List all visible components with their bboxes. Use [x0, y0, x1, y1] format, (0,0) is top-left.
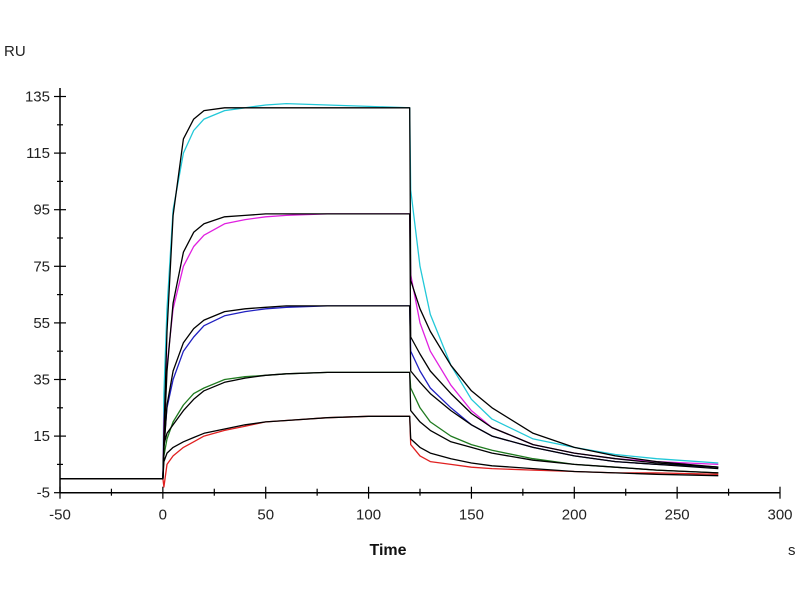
data-curve-0	[60, 102, 719, 480]
data-curve-2	[60, 305, 719, 480]
fit-curve-6	[60, 213, 719, 480]
x-tick-label: -50	[49, 507, 71, 524]
y-tick-label: 55	[33, 315, 50, 332]
x-tick-label: 150	[459, 507, 484, 524]
y-tick-label: 15	[33, 428, 50, 445]
y-tick-label: 115	[26, 145, 50, 162]
series-group	[60, 102, 719, 488]
y-tick-label: -5	[37, 485, 50, 502]
axes: -50 0 50 100 150 200 250 300 -5 15 35 55 75 95 115 135	[25, 88, 793, 524]
x-tick-label: 100	[356, 507, 381, 524]
y-tick-label: 135	[25, 89, 50, 106]
x-tick-label: 200	[562, 507, 587, 524]
data-curve-1	[60, 213, 719, 480]
y-tick-label: 75	[33, 258, 50, 275]
y-tick-label: 35	[33, 372, 50, 389]
x-unit-label: s	[788, 542, 796, 559]
fit-curve-8	[60, 371, 719, 480]
data-curve-4	[60, 415, 719, 488]
x-axis-title: Time	[369, 542, 406, 559]
y-unit-label: RU	[4, 43, 26, 60]
fit-curve-7	[60, 305, 719, 480]
x-tick-label: 50	[257, 507, 274, 524]
x-tick-label: 0	[159, 507, 167, 524]
fit-curve-5	[60, 107, 719, 480]
fit-curve-9	[60, 415, 719, 480]
x-tick-label: 250	[665, 507, 690, 524]
data-curve-3	[60, 371, 719, 480]
x-tick-label: 300	[767, 507, 792, 524]
y-tick-label: 95	[33, 202, 50, 219]
